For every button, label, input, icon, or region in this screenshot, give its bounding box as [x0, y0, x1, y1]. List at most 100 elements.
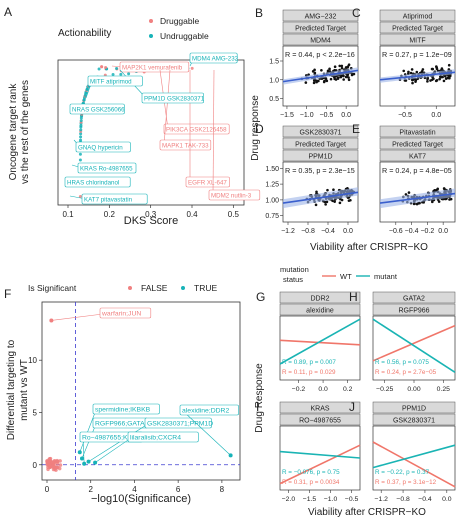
correlation-stat: R = 0.24, p = 4.8e−05	[382, 166, 452, 175]
facet-strip	[282, 125, 359, 138]
point-label: warfarin;JUN	[101, 311, 141, 318]
facet-strip-label: Pitavastatin	[399, 130, 435, 137]
data-point	[404, 193, 408, 196]
data-point	[336, 76, 340, 80]
data-point	[329, 77, 333, 81]
correlation-stat: R = 0.89, p = 0.007	[282, 359, 336, 366]
correlation-stat: R = −0.22, p = 0.37	[375, 469, 430, 476]
facet-strip-label: MDM4	[310, 38, 331, 45]
axis-label: mutant vs WT	[19, 359, 30, 421]
data-point	[58, 463, 63, 467]
data-point	[338, 201, 342, 205]
data-point	[347, 76, 350, 79]
wt-fit-line	[372, 441, 456, 488]
correlation-stat: R = 0.11, p = 0.029	[282, 369, 336, 376]
facet-strip-label: Predicted Target	[392, 26, 443, 33]
data-point	[79, 128, 83, 132]
label-box	[92, 403, 160, 415]
facet-strip	[282, 149, 359, 162]
facet-strip-label: RGFP966	[398, 308, 429, 315]
point-label: Ro−4987655;KRAS	[82, 435, 142, 442]
data-point	[443, 74, 447, 78]
leader-line	[163, 69, 171, 146]
facet-strip	[379, 33, 456, 46]
label-box	[77, 162, 137, 174]
data-point	[447, 63, 451, 67]
data-point	[313, 68, 316, 72]
legend-label: WT	[340, 272, 352, 281]
facet-strip-label: MITF	[409, 38, 425, 45]
tick-label: 0.1	[62, 210, 74, 219]
data-point	[190, 66, 194, 70]
point-label: MDM2 nutlin-3	[211, 193, 252, 200]
tick-label: 10	[28, 356, 37, 365]
tick-label: −0.2	[420, 228, 434, 235]
axis-label: Drug Response	[254, 363, 265, 433]
legend-label: mutant	[374, 272, 398, 281]
data-point	[328, 67, 331, 71]
data-point	[433, 188, 436, 192]
facet-strip	[279, 401, 361, 414]
data-point	[51, 465, 56, 469]
tick-label: 0.5	[228, 210, 240, 219]
data-point	[447, 76, 450, 80]
tick-label: 0.00	[407, 386, 420, 393]
data-point	[333, 65, 337, 69]
data-point	[79, 135, 83, 139]
label-box	[189, 52, 238, 64]
data-point	[426, 80, 429, 83]
panel-label-j: J	[349, 400, 355, 414]
data-point	[404, 79, 408, 82]
wt-fit-line	[372, 324, 456, 362]
point-label: NRAS GSK256066	[72, 107, 125, 114]
panel-label-d: D	[255, 122, 264, 136]
tick-label: −2.0	[282, 496, 296, 503]
panel-label-g: G	[256, 290, 265, 304]
tick-label: 0.4	[186, 210, 198, 219]
tick-label: −0.6	[389, 228, 403, 235]
plot-frame	[41, 301, 241, 481]
tick-label: −0.4	[321, 228, 335, 235]
panel-label-b: B	[255, 6, 263, 20]
leader-line	[88, 423, 149, 462]
label-box	[144, 417, 212, 429]
label-box	[119, 61, 190, 73]
correlation-stat: R = 0.35, p = 2.3e−15	[285, 166, 355, 175]
facet-strip	[372, 303, 456, 316]
facet-strip	[379, 137, 456, 150]
data-point	[115, 67, 119, 71]
facet-strip-label: GATA2	[403, 296, 425, 303]
tick-label: 1.00	[265, 197, 279, 204]
legend-key-undruggable	[149, 34, 153, 38]
mutant-fit-line	[279, 318, 361, 365]
tick-label: 0.5	[269, 96, 279, 103]
facet-strip	[279, 303, 361, 316]
facet-strip	[282, 33, 359, 46]
mutant-fit-line	[372, 318, 456, 373]
data-point	[79, 132, 83, 136]
legend-key-druggable	[149, 19, 153, 23]
legend-label: TRUE	[194, 283, 217, 293]
point-label: lilaralisib;CXCR4	[130, 435, 181, 442]
facet-strip-label: Predicted Target	[392, 142, 443, 149]
wt-fit-line	[279, 339, 361, 346]
label-box	[179, 404, 239, 416]
data-point	[333, 77, 336, 81]
tick-label: 0.0	[442, 496, 452, 503]
legend-label: FALSE	[141, 283, 168, 293]
wt-fit-line	[279, 444, 361, 485]
tick-label: −0.5	[345, 496, 359, 503]
correlation-stat: R = 0.24, p = 2.7e−05	[375, 369, 437, 376]
tick-label: −0.5	[398, 112, 412, 119]
data-point	[78, 195, 82, 199]
data-point	[78, 158, 82, 162]
data-point	[345, 75, 348, 79]
data-point	[332, 188, 335, 192]
facet-strip-label: GSK2830371	[299, 130, 341, 137]
point-label: PIK3CA GSK2126458	[166, 127, 227, 134]
data-point	[410, 68, 414, 71]
tick-label: 1.0	[269, 77, 279, 84]
tick-label: −0.8	[301, 228, 315, 235]
axis-label: Differential targeting to	[6, 339, 17, 440]
